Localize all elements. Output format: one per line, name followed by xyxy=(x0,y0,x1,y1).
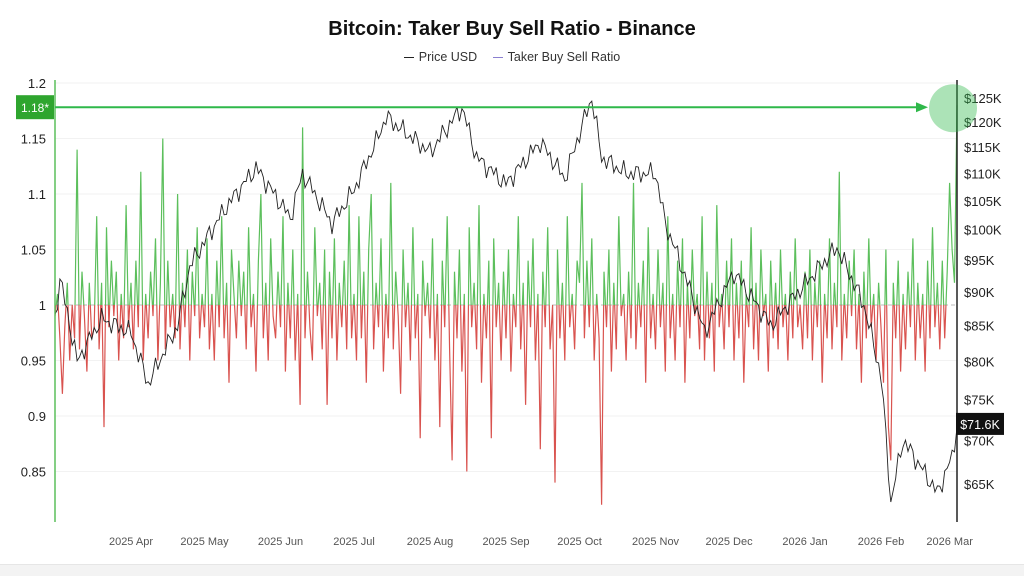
legend-label: Price USD xyxy=(418,50,478,64)
chart-title: Bitcoin: Taker Buy Sell Ratio - Binance xyxy=(328,18,696,40)
y-right-tick-label: $65K xyxy=(964,477,995,492)
price-line xyxy=(54,100,958,503)
x-tick-label: 2025 Nov xyxy=(632,536,680,548)
x-tick-label: 2025 Apr xyxy=(109,536,153,548)
legend-item-ratio[interactable]: Taker Buy Sell Ratio xyxy=(492,50,621,64)
ratio-line-above xyxy=(55,105,958,305)
y-right-tick-label: $120K xyxy=(964,115,1002,130)
x-tick-label: 2026 Mar xyxy=(926,536,973,548)
y-right-tick-label: $95K xyxy=(964,253,995,268)
x-tick-label: 2025 May xyxy=(180,536,229,548)
y-right-tick-label: $115K xyxy=(964,140,1001,155)
legend-item-price[interactable]: Price USD xyxy=(403,50,478,64)
y-right-tick-label: $110K xyxy=(964,166,1001,181)
x-tick-label: 2026 Jan xyxy=(782,536,827,548)
legend-label: Taker Buy Sell Ratio xyxy=(507,50,621,64)
x-tick-label: 2025 Oct xyxy=(557,536,602,548)
x-tick-label: 2025 Jun xyxy=(258,536,303,548)
ratio-line-below xyxy=(54,305,947,505)
y-left-tick-label: 1.05 xyxy=(21,243,46,258)
y-right-tick-label: $80K xyxy=(964,354,995,369)
y-left-tick-label: 0.85 xyxy=(21,465,46,480)
x-tick-label: 2025 Sep xyxy=(482,536,529,548)
y-left-tick-label: 1 xyxy=(39,298,46,313)
price-marker-badge xyxy=(956,412,1004,435)
y-left-tick-label: 1.15 xyxy=(21,132,46,147)
x-tick-label: 2025 Dec xyxy=(706,536,754,548)
y-left-tick-label: 0.9 xyxy=(28,409,46,424)
highlight-circle xyxy=(929,84,977,133)
y-right-tick-label: $105K xyxy=(964,194,1002,209)
x-tick-label: 2026 Feb xyxy=(858,536,904,548)
price-marker-label: $71.6K xyxy=(960,418,1000,432)
legend-swatch-price xyxy=(403,57,414,59)
y-right-tick-label: $125K xyxy=(964,91,1002,106)
y-right-tick-label: $85K xyxy=(964,319,995,334)
y-right-tick-label: $90K xyxy=(964,285,995,300)
ratio-marker-label: 1.18* xyxy=(21,101,49,115)
y-right-tick-label: $75K xyxy=(964,393,995,408)
y-left-tick-label: 1.1 xyxy=(28,187,46,202)
arrow-head-icon xyxy=(916,102,928,113)
x-tick-label: 2025 Jul xyxy=(333,536,375,548)
ratio-marker-badge xyxy=(16,95,54,120)
legend-swatch-ratio xyxy=(492,57,503,59)
y-right-tick-label: $70K xyxy=(964,433,995,448)
y-left-tick-label: 1.2 xyxy=(28,76,46,91)
y-left-tick-label: 0.95 xyxy=(21,354,46,369)
footer-bar xyxy=(0,564,1024,576)
x-tick-label: 2025 Aug xyxy=(407,536,454,548)
y-right-tick-label: $100K xyxy=(964,223,1002,238)
legend: Price USD Taker Buy Sell Ratio xyxy=(0,50,1024,64)
